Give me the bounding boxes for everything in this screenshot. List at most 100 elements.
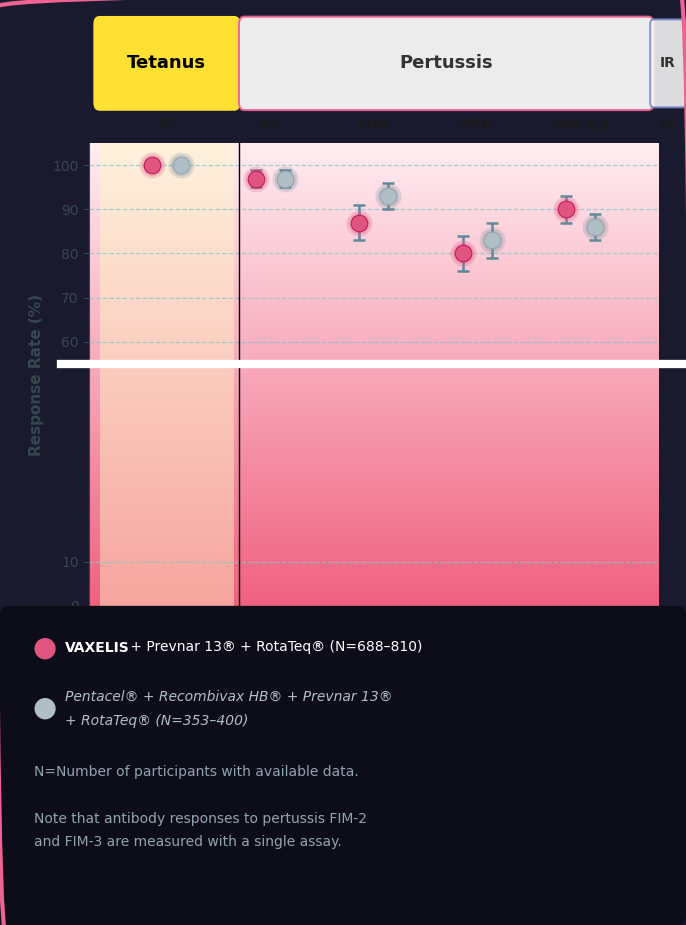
Bar [89,555,659,560]
Text: Tetanus: Tetanus [128,55,206,72]
Bar [89,291,659,296]
Bar [89,509,659,513]
Y-axis label: Response Rate (%): Response Rate (%) [29,293,44,456]
Bar [89,472,659,476]
Bar [89,527,659,532]
Bar [89,490,659,495]
Text: TT: TT [157,117,176,132]
Bar [89,157,659,162]
Text: N=Number of participants with available data.: N=Number of participants with available … [34,765,359,780]
Bar [89,282,659,287]
Text: and FIM-3 are measured with a single assay.: and FIM-3 are measured with a single ass… [34,834,342,849]
Bar [89,541,659,546]
Text: IR: IR [660,56,676,70]
Bar [89,393,659,398]
Bar [89,402,659,407]
Bar [89,592,659,597]
Text: IR: IR [660,117,676,132]
Bar [89,412,659,416]
Bar [89,430,659,435]
Bar [89,319,659,324]
Bar [89,421,659,426]
Bar [89,342,659,347]
Bar [89,379,659,384]
Text: VAXELIS: VAXELIS [65,640,130,655]
Text: ●: ● [32,634,57,661]
Bar [89,338,659,342]
Bar [89,587,659,592]
Bar [89,532,659,536]
Bar [89,324,659,328]
Bar [89,365,659,370]
Bar [89,213,659,217]
Bar [89,426,659,430]
Bar [89,486,659,490]
Bar [89,495,659,500]
Bar [89,310,659,314]
Bar [89,314,659,319]
Bar [89,171,659,176]
Bar [89,435,659,439]
Bar [89,550,659,555]
Bar [89,462,659,467]
Bar [89,347,659,352]
Bar [89,222,659,227]
Bar [89,190,659,194]
Bar [89,245,659,250]
Bar [89,439,659,444]
Bar [89,240,659,245]
Bar [89,481,659,486]
Bar [89,273,659,278]
Bar [89,305,659,310]
Bar [89,444,659,449]
Text: Note that antibody responses to pertussis FIM-2: Note that antibody responses to pertussi… [34,811,367,826]
Bar [89,176,659,180]
Bar [89,153,659,157]
Bar [89,597,659,601]
Bar [89,458,659,462]
Bar [89,536,659,541]
Bar [89,564,659,569]
Bar [89,278,659,282]
Text: ●: ● [32,694,57,722]
Bar [89,352,659,356]
Bar [89,583,659,587]
Bar [89,467,659,472]
Bar [89,569,659,574]
Bar [89,375,659,379]
Bar [89,333,659,338]
Bar [89,143,659,148]
Bar [89,416,659,421]
Bar [89,388,659,393]
Text: Pentacel® + Recombivax HB® + Prevnar 13®: Pentacel® + Recombivax HB® + Prevnar 13® [65,689,393,704]
Bar [89,398,659,402]
Bar [89,328,659,333]
Bar [89,370,659,375]
Bar [89,513,659,518]
Bar [89,217,659,222]
Bar [89,208,659,213]
Bar [89,453,659,458]
Bar [89,264,659,268]
Bar [89,194,659,199]
Bar [89,250,659,254]
Bar [89,301,659,305]
Bar [89,384,659,388]
Bar [89,449,659,453]
Bar [89,476,659,481]
Bar [89,407,659,412]
Bar [89,601,659,606]
Bar [89,236,659,240]
Bar [89,356,659,361]
Text: FIM-2,3: FIM-2,3 [552,117,611,132]
Bar [89,578,659,583]
Bar [99,143,234,606]
Bar [89,268,659,273]
Bar [89,180,659,185]
Bar [89,199,659,204]
Bar [89,560,659,564]
Bar [89,504,659,509]
Bar [89,231,659,236]
Bar [89,254,659,259]
Bar [89,518,659,523]
